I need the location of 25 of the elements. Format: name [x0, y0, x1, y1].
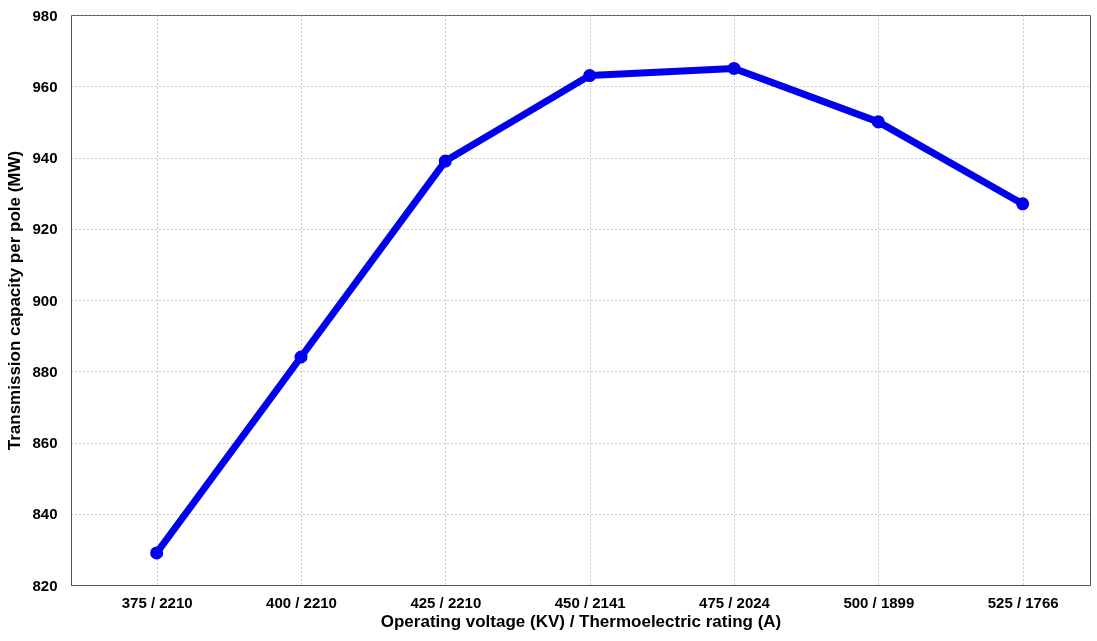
x-tick-label: 425 / 2210 [410, 593, 482, 611]
x-tick-label: 400 / 2210 [266, 593, 337, 611]
y-tick-label: 900 [32, 291, 58, 309]
x-tick-label: 525 / 1766 [987, 593, 1059, 611]
point [294, 350, 308, 364]
y-tick-label: 860 [32, 434, 58, 451]
x-tick-label: 500 / 1899 [843, 593, 915, 611]
y-tick-label: 920 [32, 220, 58, 238]
y-tick-label: 960 [32, 77, 58, 95]
y-tick-label: 980 [32, 6, 58, 24]
point [583, 69, 597, 83]
x-tick-label: 375 / 2210 [121, 593, 193, 611]
x-tick-label: 450 / 2141 [554, 593, 626, 611]
point [727, 61, 741, 75]
point [150, 546, 164, 560]
y-tick-label: 880 [32, 362, 58, 380]
y-tick-label: 940 [32, 149, 58, 166]
y-tick-label: 820 [32, 576, 58, 594]
point [438, 154, 452, 168]
point [871, 115, 885, 129]
y-axis-title: Transmission capacity per pole (MW) [5, 150, 25, 451]
x-axis-title: Operating voltage (KV) / Thermoelectric rating (A) [380, 611, 782, 631]
x-tick-label: 475 / 2024 [699, 593, 771, 611]
y-tick-label: 840 [32, 505, 58, 523]
point [1016, 197, 1030, 211]
